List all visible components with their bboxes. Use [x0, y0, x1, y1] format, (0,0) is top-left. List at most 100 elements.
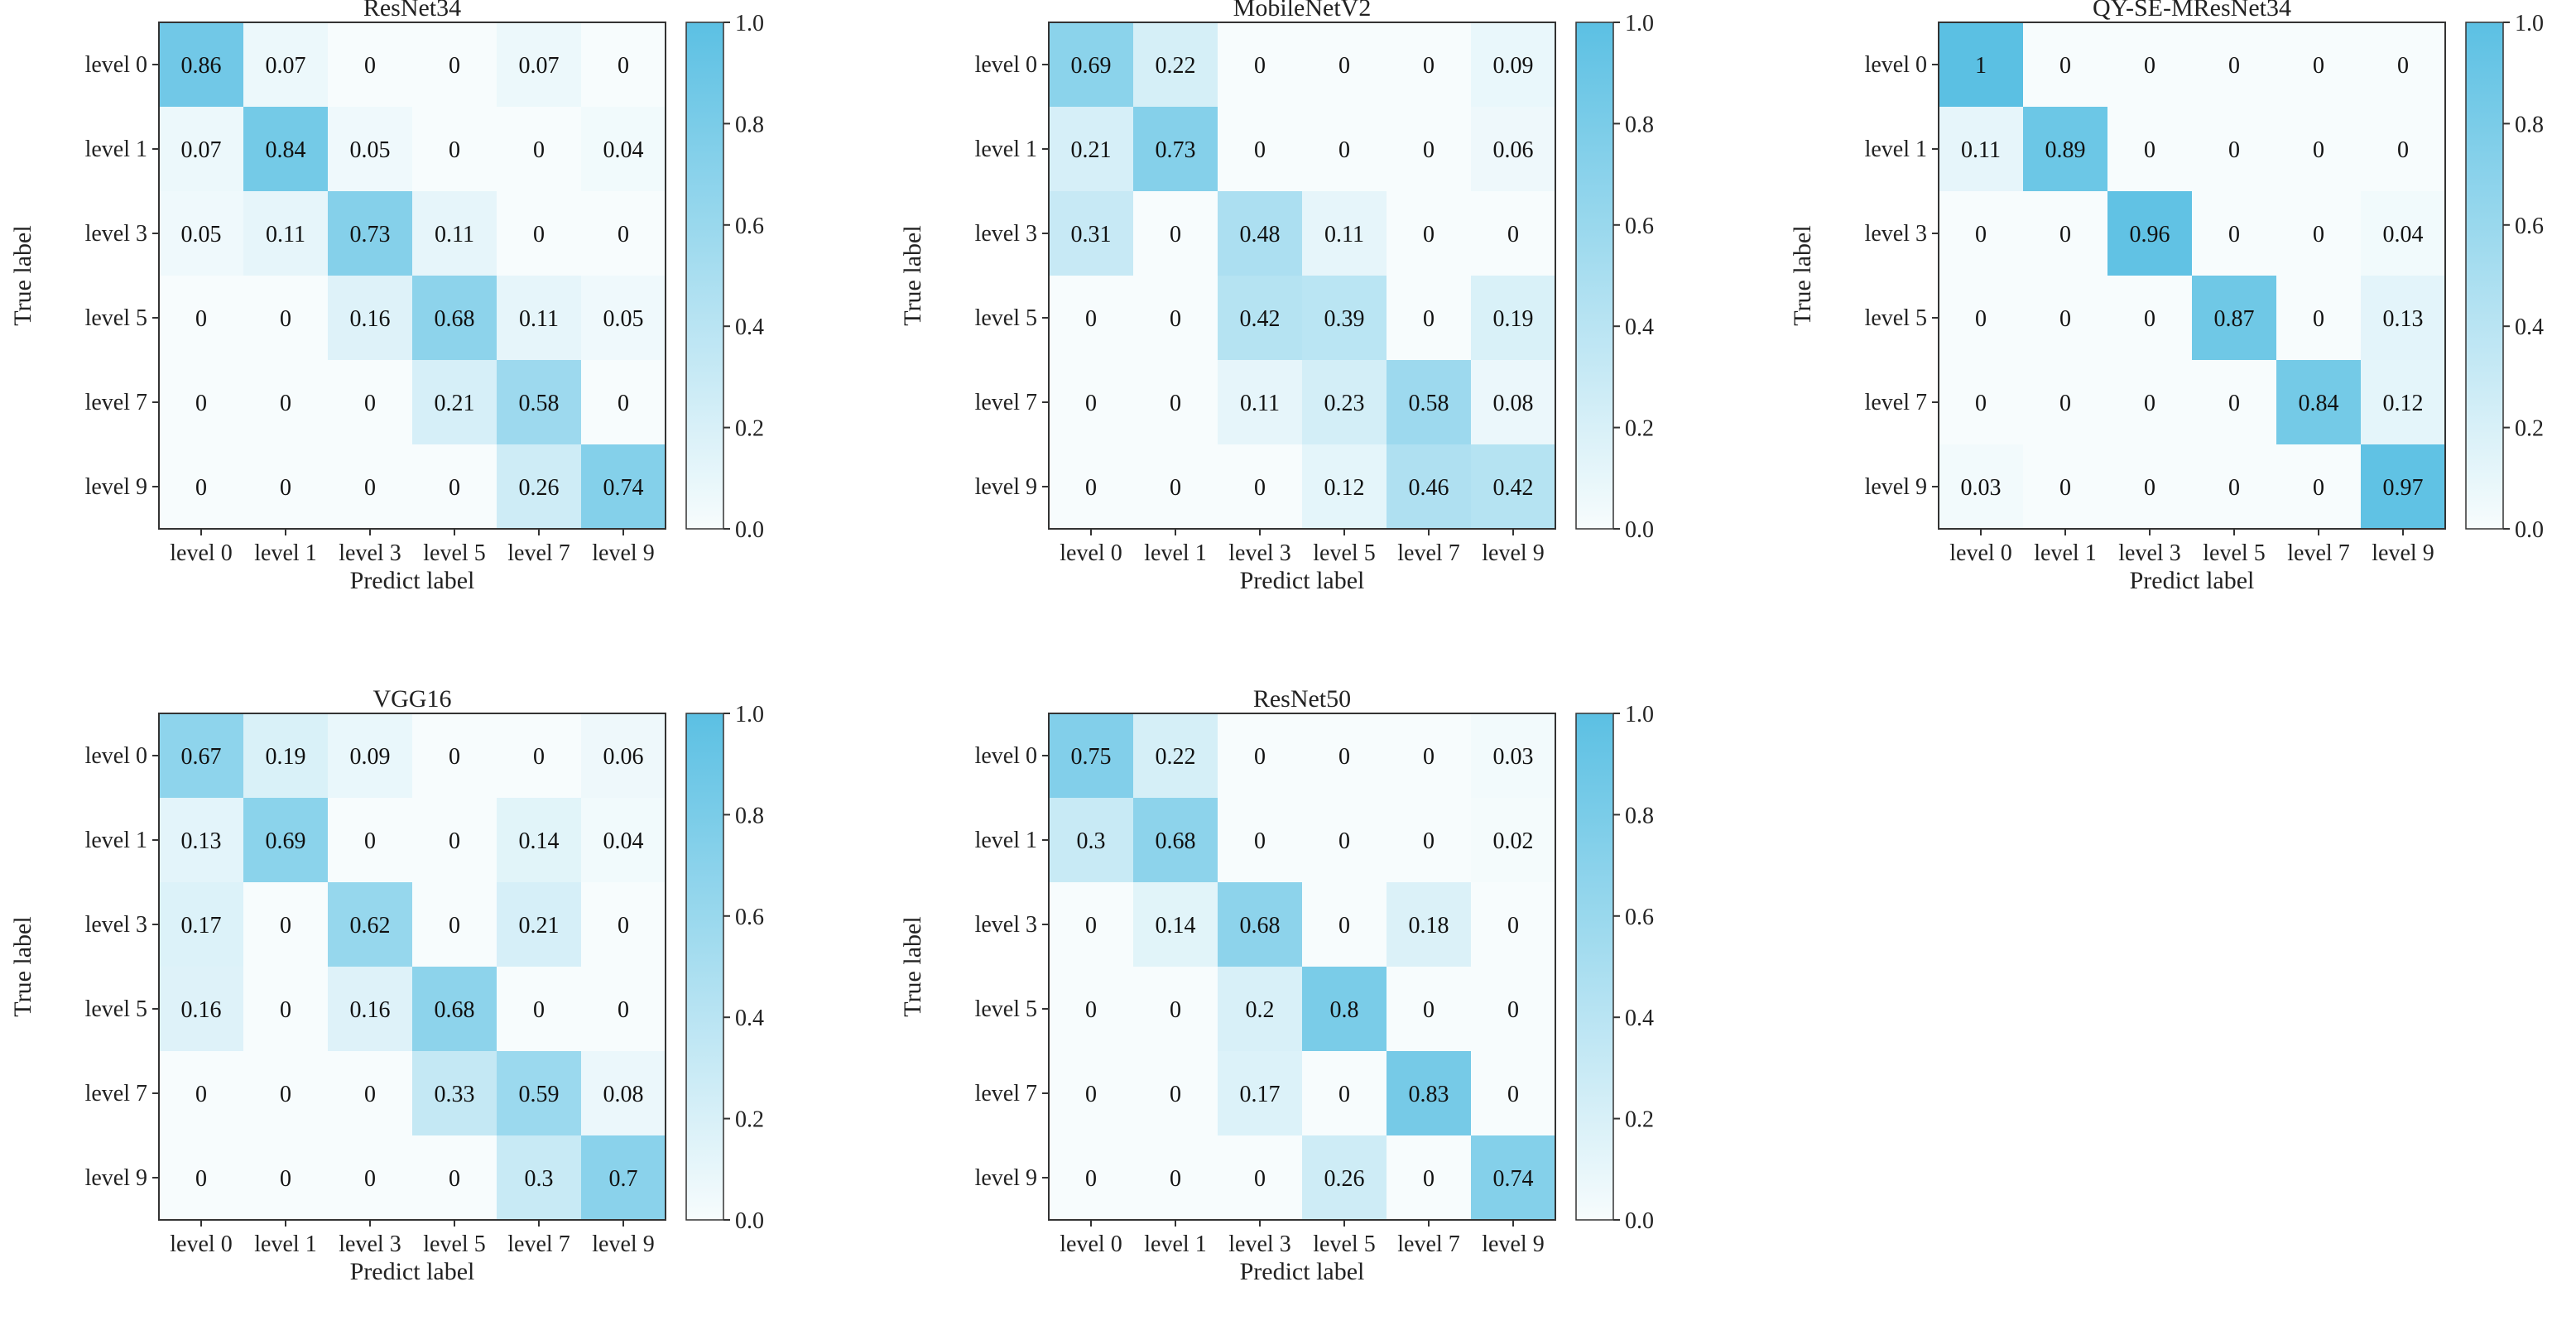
heatmap-cell [1133, 107, 1218, 191]
y-tick-label: level 1 [85, 828, 147, 853]
cell-value-label: 0.11 [266, 222, 305, 247]
cell-value-label: 0.84 [2299, 391, 2339, 416]
heatmap-cell [2276, 191, 2361, 276]
cell-value-label: 0.68 [1156, 828, 1196, 854]
heatmap-cell [412, 1135, 497, 1220]
heatmap-cell [1302, 444, 1387, 529]
colorbar-tick-label: 0.0 [2515, 517, 2544, 543]
colorbar-tick-label: 1.0 [735, 702, 764, 727]
cell-value-label: 0 [1170, 1166, 1181, 1192]
cell-value-label: 0.12 [2383, 391, 2424, 416]
heatmap-cell [1471, 1051, 1555, 1135]
cell-value-label: 0 [364, 1082, 376, 1107]
cell-value-label: 0.14 [519, 828, 560, 854]
colorbar [1575, 713, 1614, 1221]
heatmap-cell [243, 276, 328, 360]
cell-value-label: 0.13 [181, 828, 222, 854]
cell-value-label: 0.46 [1409, 475, 1449, 501]
y-tick-label: level 1 [975, 137, 1037, 162]
cell-value-label: 0 [533, 744, 545, 770]
matrix-frame [158, 22, 666, 530]
cell-value-label: 0 [280, 913, 291, 939]
cell-value-label: 0 [1254, 828, 1266, 854]
cell-value-label: 0 [195, 1166, 207, 1192]
cell-value-label: 0.16 [350, 997, 391, 1023]
colorbar-tick-label: 1.0 [2515, 11, 2544, 36]
heatmap-cell [1302, 798, 1387, 882]
cell-value-label: 0 [1085, 997, 1097, 1023]
cell-value-label: 0.11 [435, 222, 474, 247]
heatmap-cell [1133, 1051, 1218, 1135]
cell-value-label: 0 [449, 53, 460, 79]
cell-value-label: 0.09 [350, 744, 391, 770]
heatmap-cell [497, 967, 581, 1051]
heatmap-cell [1471, 1135, 1555, 1220]
heatmap-cell [412, 191, 497, 276]
heatmap-cell [1471, 360, 1555, 444]
cell-value-label: 0 [1975, 391, 1987, 416]
x-tick-label: level 9 [1482, 540, 1544, 566]
x-tick-label: level 1 [254, 540, 316, 566]
x-tick-label: level 3 [1228, 1231, 1290, 1257]
y-tick-label: level 5 [85, 305, 147, 331]
colorbar-tick-label: 0.2 [1625, 416, 1654, 442]
cell-value-label: 0.04 [603, 828, 644, 854]
heatmap-cell [159, 107, 243, 191]
colorbar-tick-label: 0.6 [1625, 905, 1654, 930]
x-tick-label: level 5 [423, 540, 485, 566]
cell-value-label: 0 [1085, 306, 1097, 332]
cell-value-label: 0 [1423, 137, 1435, 163]
heatmap-cell [1387, 22, 1471, 107]
cell-value-label: 0 [2228, 137, 2240, 163]
heatmap-cell [581, 107, 666, 191]
cell-value-label: 0.13 [2383, 306, 2424, 332]
y-axis-title: True label [899, 916, 926, 1016]
colorbar-tick-label: 1.0 [1625, 11, 1654, 36]
y-axis-title: True label [899, 225, 926, 325]
cell-value-label: 0 [1170, 391, 1181, 416]
cell-value-label: 0.22 [1156, 744, 1196, 770]
x-tick-label: level 7 [507, 1231, 570, 1257]
y-tick-label: level 9 [975, 1165, 1037, 1191]
colorbar-tick-label: 0.2 [735, 416, 764, 442]
heatmap-cell [1218, 107, 1302, 191]
cell-value-label: 0 [1338, 744, 1350, 770]
heatmap-cell [159, 276, 243, 360]
y-tick-label: level 3 [1865, 221, 1927, 247]
heatmap-cell [1302, 1135, 1387, 1220]
cell-value-label: 0.83 [1409, 1082, 1449, 1107]
confusion-matrix-panel-1: MobileNetV2 0.69 0.22 0 0 0 0.09 0.21 0.73 0 0 0 0.0… [899, 0, 1654, 594]
confusion-matrix-panel-0: ResNet34 0.86 0.07 0 0 0.07 0 0.07 0.84 0.05 0 0 0.0… [9, 0, 764, 594]
cell-value-label: 0 [1170, 475, 1181, 501]
heatmap-cell [159, 444, 243, 529]
cell-value-label: 0 [1423, 828, 1435, 854]
cell-value-label: 0 [1338, 137, 1350, 163]
cell-value-label: 0 [1507, 222, 1519, 247]
heatmap-cell [2361, 444, 2445, 529]
cell-value-label: 0 [2144, 306, 2155, 332]
y-tick-label: level 0 [85, 52, 147, 78]
matrix-frame [1938, 22, 2446, 530]
x-tick-label: level 5 [423, 1231, 485, 1257]
cell-value-label: 0.68 [435, 997, 475, 1023]
heatmap-cell [1471, 276, 1555, 360]
x-tick-label: level 7 [507, 540, 570, 566]
heatmap-cell [1471, 713, 1555, 798]
y-tick-label: level 3 [85, 221, 147, 247]
cell-value-label: 0 [280, 997, 291, 1023]
y-axis-title: True label [1789, 225, 1816, 325]
cell-value-label: 0 [2059, 222, 2071, 247]
heatmap-cell [1302, 713, 1387, 798]
cell-value-label: 0 [1254, 475, 1266, 501]
heatmap-cell [328, 798, 412, 882]
heatmap-cell [2107, 360, 2192, 444]
heatmap-cell [2023, 360, 2107, 444]
heatmap-cell [2361, 22, 2445, 107]
heatmap-cell [497, 798, 581, 882]
heatmap-cell [1218, 1135, 1302, 1220]
heatmap-cell [328, 276, 412, 360]
heatmap-cell [1218, 882, 1302, 967]
heatmap-cell [1049, 882, 1133, 967]
heatmap-cell [243, 1051, 328, 1135]
heatmap-cell [1218, 276, 1302, 360]
